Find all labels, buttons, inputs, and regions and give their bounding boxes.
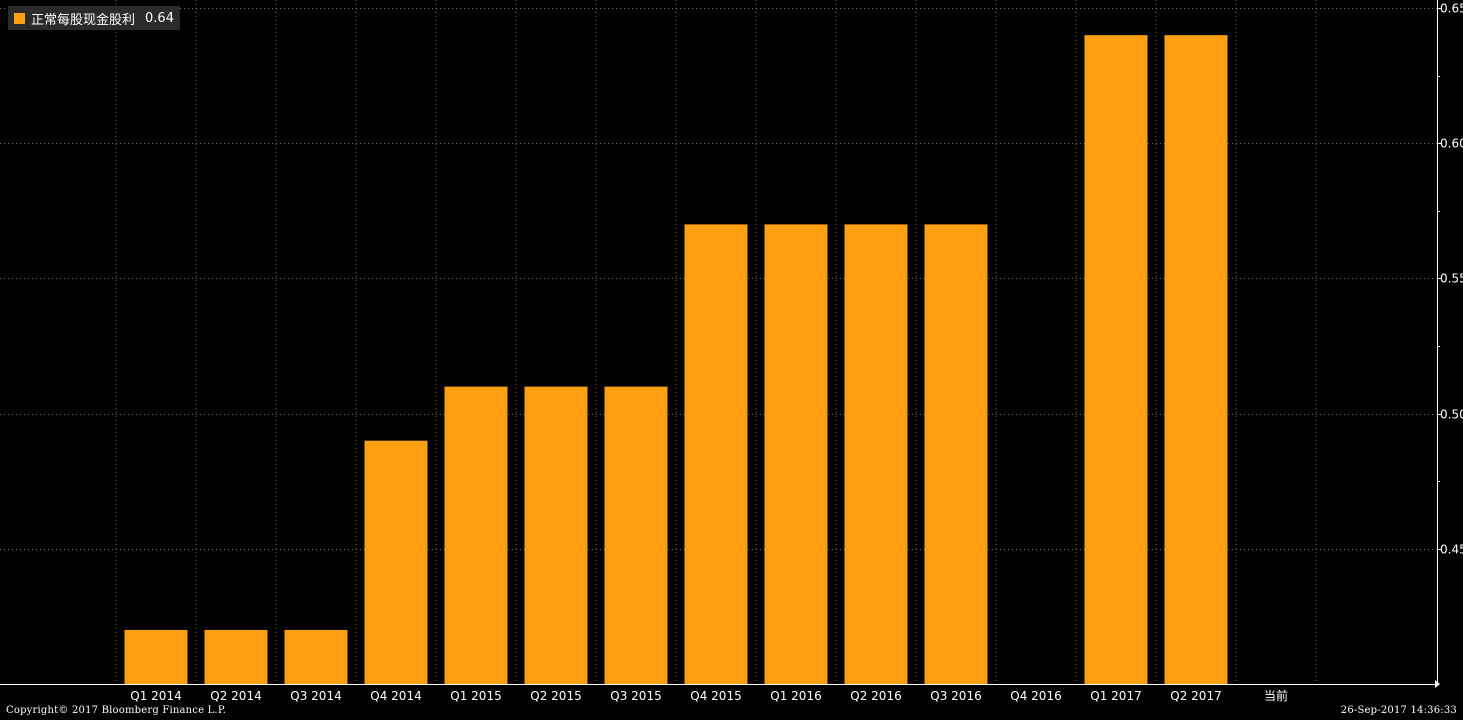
bar [1084, 35, 1148, 685]
axis-arrow [1435, 680, 1440, 688]
bar [444, 386, 508, 684]
y-tick-label: 0.60 [1440, 137, 1463, 151]
y-tick-label: 0.50 [1440, 408, 1463, 422]
bar [524, 386, 588, 684]
bar [604, 386, 668, 684]
x-tick-label: Q4 2015 [690, 689, 741, 703]
x-tick-label: Q2 2015 [530, 689, 581, 703]
x-tick-label: Q3 2015 [610, 689, 661, 703]
bar [844, 224, 908, 684]
bar [284, 629, 348, 684]
x-tick-label: Q3 2016 [930, 689, 981, 703]
x-tick-label: Q1 2017 [1090, 689, 1141, 703]
legend-swatch [14, 12, 25, 24]
bar [1164, 35, 1228, 685]
legend-value: 0.64 [145, 10, 174, 26]
y-tick-label: 0.55 [1440, 272, 1463, 286]
x-tick-label: Q1 2015 [450, 689, 501, 703]
bar [684, 224, 748, 684]
bar [364, 440, 428, 684]
copyright-text: Copyright© 2017 Bloomberg Finance L.P. [6, 705, 227, 716]
x-tick-label: Q3 2014 [290, 689, 341, 703]
x-tick-label: Q2 2016 [850, 689, 901, 703]
x-tick-label: Q1 2016 [770, 689, 821, 703]
legend-label: 正常每股现金股利 [31, 12, 136, 28]
x-tick-label: Q2 2017 [1170, 689, 1221, 703]
y-tick-label: 0.65 [1440, 2, 1463, 16]
x-tick-label: Q1 2014 [130, 689, 181, 703]
x-tick-label: 当前 [1264, 688, 1288, 703]
x-tick-label: Q4 2016 [1010, 689, 1061, 703]
x-tick-label: Q2 2014 [210, 689, 261, 703]
bar [204, 629, 268, 684]
bar [764, 224, 828, 684]
bar [924, 224, 988, 684]
y-tick-label: 0.45 [1440, 543, 1463, 557]
timestamp-text: 26-Sep-2017 14:36:33 [1340, 705, 1457, 716]
x-tick-label: Q4 2014 [370, 689, 421, 703]
legend: 正常每股现金股利 0.64 [8, 6, 180, 30]
bar [124, 629, 188, 684]
